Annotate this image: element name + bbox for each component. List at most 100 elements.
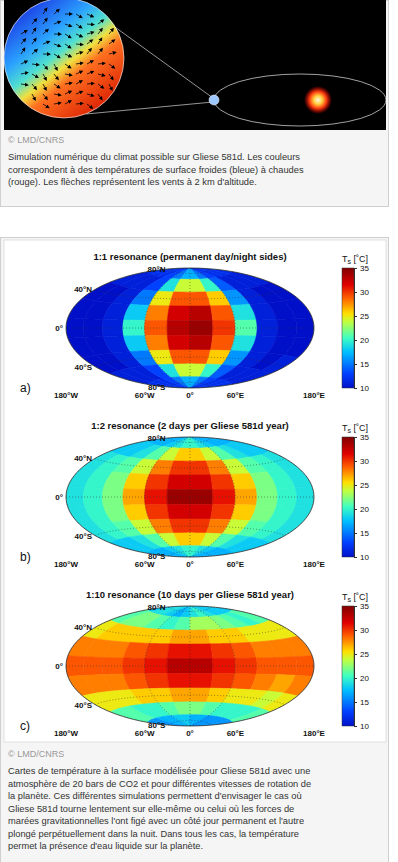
grid-line-parallel [168, 269, 211, 274]
colorbar-tick: 15 [354, 529, 369, 538]
wind-arrow [98, 30, 101, 34]
heat-cell [145, 673, 169, 688]
wind-arrow [43, 94, 46, 98]
heat-cell [284, 675, 312, 696]
lon-tick-label: 180°W [54, 729, 79, 738]
heat-cell [229, 272, 269, 286]
panel-label: b) [20, 550, 31, 564]
grid-line-parallel [95, 526, 285, 536]
caption-line: plongé perpétuellement dans la nuit. Dan… [8, 829, 299, 839]
colorbar [342, 437, 354, 557]
wind-arrow [32, 84, 35, 88]
colorbar [342, 606, 354, 726]
heat-cell [295, 656, 314, 677]
credit: © LMD/CNRS [8, 749, 64, 759]
colorbar-tick-label: 30 [360, 288, 369, 297]
colorbar-tick: 25 [354, 481, 369, 490]
wind-arrow [109, 84, 111, 88]
heat-cell [190, 335, 213, 350]
colorbar-tick-mark [354, 557, 357, 558]
heat-cell [174, 448, 190, 461]
colorbar-tick-mark [354, 437, 357, 438]
heat-cell [145, 489, 168, 504]
colorbar-tick: 20 [354, 336, 369, 345]
grid-line-parallel [95, 357, 285, 367]
lon-tick-label: 180°W [54, 391, 79, 400]
colorbar-tick: 30 [354, 626, 369, 635]
heat-cell [174, 279, 190, 292]
colorbar-tick-label: 35 [360, 602, 369, 611]
heat-cell [171, 268, 190, 279]
heat-cell [190, 644, 213, 659]
caption-line: Simulation numérique du climat possible … [8, 152, 300, 162]
heat-cell [174, 702, 190, 715]
wind-arrow [21, 84, 26, 86]
wind-arrow [65, 14, 70, 15]
colorbar-axis-line [355, 607, 358, 727]
lat-tick-label: 40°N [74, 285, 92, 294]
colorbar-axis: 101520253035 [354, 264, 369, 393]
heat-cell [235, 489, 257, 505]
wind-arrow [32, 74, 36, 77]
map-plot [66, 437, 314, 557]
wind-arrow [87, 72, 92, 74]
colorbar-tick-mark [354, 268, 357, 269]
lon-tick-label: 60°E [227, 560, 245, 569]
grid-line-parallel [168, 607, 211, 612]
wind-arrow [32, 20, 35, 24]
wind-arrow [76, 63, 81, 65]
map-title: 1:1 resonance (permanent day/night sides… [93, 251, 286, 262]
wind-arrow [109, 30, 112, 34]
caption-line: correspondent à des températures de surf… [8, 165, 304, 175]
heat-cell [145, 643, 169, 658]
wind-arrow [54, 64, 56, 68]
grid-line-parallel [66, 328, 314, 329]
wind-arrow [87, 94, 92, 95]
colorbar-tick-label: 35 [360, 433, 369, 442]
colorbar-tick-mark [354, 702, 357, 703]
wind-arrow [32, 40, 35, 44]
caption-line: la planète. Ces différentes simulations … [8, 791, 302, 801]
wind-arrow [98, 63, 103, 65]
heat-cell [235, 320, 257, 336]
lon-tick-label: 0° [186, 391, 194, 400]
heat-cell [167, 673, 190, 688]
colorbar-tick-label: 30 [360, 626, 369, 635]
wind-arrow [65, 44, 69, 47]
colorbar-title-part: [˚C] [351, 592, 368, 602]
grid-line-parallel [168, 383, 211, 388]
colorbar-tick: 10 [354, 384, 369, 393]
colorbar-axis: 101520253035 [354, 602, 369, 731]
heat-cell [229, 709, 269, 723]
grid-line-parallel [168, 552, 211, 557]
wind-arrow [76, 53, 81, 54]
wind-arrow [54, 94, 59, 96]
wind-arrow [54, 54, 58, 57]
lat-tick-label: 40°N [74, 454, 92, 463]
colorbar-tick-mark [354, 654, 357, 655]
heat-cell [229, 371, 269, 385]
colorbar-tick-label: 20 [360, 674, 369, 683]
colorbar-tick-mark [354, 388, 357, 389]
wind-arrow [87, 33, 92, 34]
heat-cell [284, 298, 312, 319]
heat-cell [256, 319, 277, 336]
lon-tick-label: 180°W [54, 560, 79, 569]
grid-line-parallel [66, 497, 314, 498]
lat-tick-label: 80°N [148, 434, 166, 443]
page: © LMD/CNRS Simulation numérique du climat… [0, 0, 398, 862]
colorbar-tick-label: 15 [360, 360, 369, 369]
wind-arrow [21, 62, 26, 64]
colorbar-tick: 15 [354, 698, 369, 707]
wind-arrow [76, 72, 81, 74]
colorbar-axis-line [355, 438, 358, 558]
wind-arrow [54, 74, 57, 78]
wind-arrow [76, 44, 81, 46]
caption-line: atmosphère de 20 bars de CO2 et pour dif… [8, 779, 311, 789]
wind-arrow [21, 31, 25, 34]
colorbar-tick: 10 [354, 553, 369, 562]
colorbar-tick-mark [354, 726, 357, 727]
wind-arrow [109, 53, 114, 54]
wind-arrow [98, 40, 101, 44]
wind-arrow [65, 24, 70, 26]
